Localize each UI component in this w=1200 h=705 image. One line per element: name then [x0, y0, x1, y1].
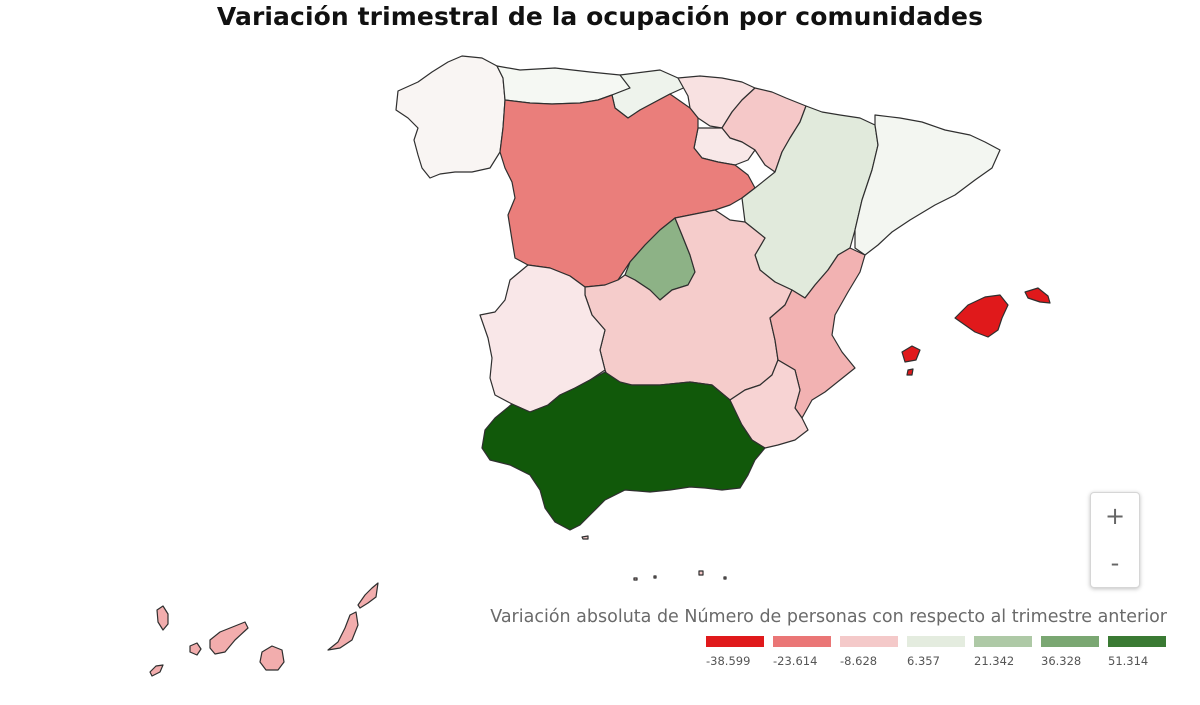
region-andalucia[interactable]: Andalucía [481, 371, 766, 531]
region-canarias-fuerteventura[interactable]: Canarias [327, 611, 359, 651]
region-ceuta[interactable]: Ceuta y Melilla [581, 535, 589, 540]
map-title: Variación trimestral de la ocupación por… [216, 2, 984, 31]
legend-swatch [1108, 636, 1166, 647]
legend-title: Variación absoluta de Número de personas… [490, 607, 1167, 627]
legend-swatch [773, 636, 831, 647]
region-canarias-tenerife[interactable]: Canarias [209, 621, 249, 655]
region-illes-balears-menorca[interactable]: Illes Balears [1024, 287, 1051, 304]
region-canarias-gran-canaria[interactable]: Canarias [259, 645, 285, 671]
region-galicia[interactable]: Galicia [395, 55, 506, 179]
region-canarias-la-palma[interactable]: Canarias [156, 605, 169, 631]
region-castilla-y-leon[interactable]: Castilla y León [499, 93, 756, 288]
region-navarra[interactable]: Navarra [721, 87, 807, 173]
legend-tick-label: 36.328 [1041, 654, 1082, 668]
region-illes-balears-formentera[interactable]: Illes Balears [906, 368, 914, 376]
zoom-control: + - [1090, 492, 1140, 588]
region-illes-balears-mallorca[interactable]: Illes Balears [954, 294, 1009, 338]
legend-tick-label: -23.614 [773, 654, 818, 668]
region-illes-balears-ibiza[interactable]: Illes Balears [901, 345, 921, 363]
legend-swatch [840, 636, 898, 647]
legend-tick-label: 21.342 [974, 654, 1015, 668]
zoom-in-button[interactable]: + [1104, 502, 1126, 530]
region-cataluna[interactable]: Cataluña [854, 114, 1001, 256]
region-islet-2: Ceuta y Melilla [653, 575, 657, 579]
legend-tick-label: 51.314 [1108, 654, 1149, 668]
region-melilla[interactable]: Ceuta y Melilla [698, 570, 704, 576]
zoom-out-button[interactable]: - [1110, 549, 1120, 577]
legend-tick-label: -8.628 [840, 654, 878, 668]
region-islet-3: Ceuta y Melilla [723, 576, 727, 580]
legend-tick-label: -38.599 [706, 654, 751, 668]
legend-swatch [1041, 636, 1099, 647]
region-canarias-el-hierro[interactable]: Canarias [149, 664, 164, 677]
legend-swatch [974, 636, 1032, 647]
legend-tick-label: 6.357 [907, 654, 940, 668]
region-islet-1: Ceuta y Melilla [633, 577, 638, 581]
legend-swatch [907, 636, 965, 647]
region-canarias-lanzarote[interactable]: Canarias [357, 582, 379, 609]
region-canarias-la-gomera[interactable]: Canarias [189, 642, 202, 656]
legend-swatch [706, 636, 764, 647]
